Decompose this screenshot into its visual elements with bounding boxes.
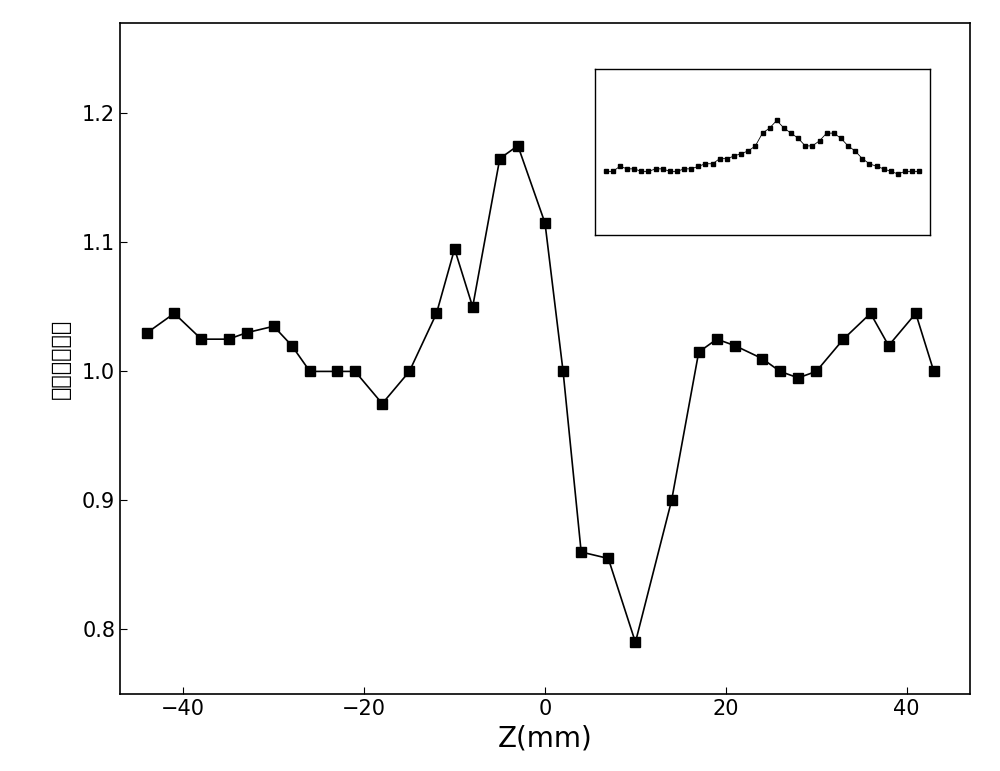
X-axis label: Z(mm): Z(mm) — [498, 724, 592, 752]
Y-axis label: 归一化透过率: 归一化透过率 — [51, 318, 71, 399]
